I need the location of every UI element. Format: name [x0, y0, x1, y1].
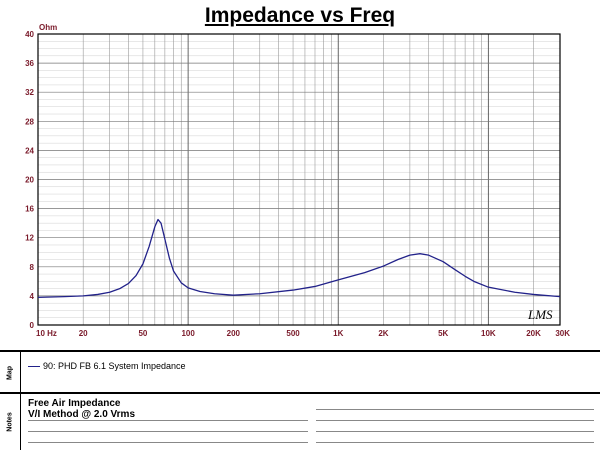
y-tick-label: 28 [25, 117, 34, 126]
note-rule [316, 420, 594, 421]
note-rule [28, 442, 308, 443]
y-tick-label: 40 [25, 30, 34, 39]
x-tick-label: 20K [526, 329, 541, 338]
x-tick-label: 30K [555, 329, 570, 338]
map-tab-label: Map [6, 366, 14, 380]
impedance-chart: 0 4 8 12 16 20 24 28 32 36 40 10 Hz 20 50 100 200 500 1K 2… [25, 23, 570, 338]
x-tick-label: 5K [438, 329, 448, 338]
map-panel: Map 90: PHD FB 6.1 System Impedance [0, 350, 600, 394]
x-tick-label: 10K [481, 329, 496, 338]
y-tick-label: 20 [25, 176, 34, 185]
y-tick-label: 12 [25, 234, 34, 243]
legend-entry: 90: PHD FB 6.1 System Impedance [28, 361, 186, 371]
note-line-1: Free Air Impedance [28, 398, 121, 409]
notes-tab-label: Notes [6, 412, 14, 432]
y-axis-label: Ohm [39, 23, 57, 32]
y-tick-label: 36 [25, 59, 34, 68]
impedance-series-line [37, 218, 561, 299]
x-tick-label: 100 [181, 329, 195, 338]
map-tab: Map [0, 352, 21, 394]
note-rule [28, 420, 308, 421]
x-tick-label: 2K [378, 329, 388, 338]
y-tick-label: 8 [30, 263, 35, 272]
note-rule [316, 442, 594, 443]
x-tick-label: 10 Hz [36, 329, 57, 338]
x-tick-label: 20 [79, 329, 88, 338]
x-tick-label: 500 [286, 329, 300, 338]
legend-label: 90: PHD FB 6.1 System Impedance [43, 361, 186, 371]
note-rule [316, 409, 594, 410]
lms-watermark: LMS [527, 307, 553, 322]
plot-border [37, 33, 561, 326]
legend-swatch [28, 365, 40, 367]
y-tick-label: 24 [25, 146, 34, 155]
note-rule [28, 431, 308, 432]
notes-panel: Notes Free Air Impedance V/I Method @ 2.… [0, 392, 600, 450]
y-tick-label: 16 [25, 205, 34, 214]
y-tick-label: 4 [30, 292, 35, 301]
note-rule [316, 431, 594, 432]
x-tick-label: 200 [227, 329, 241, 338]
notes-tab: Notes [0, 394, 21, 450]
x-tick-label: 1K [333, 329, 343, 338]
y-tick-label: 0 [30, 321, 35, 330]
note-line-2: V/I Method @ 2.0 Vrms [28, 409, 136, 420]
y-tick-label: 32 [25, 88, 34, 97]
x-tick-label: 50 [138, 329, 147, 338]
chart-title: Impedance vs Freq [204, 4, 396, 27]
